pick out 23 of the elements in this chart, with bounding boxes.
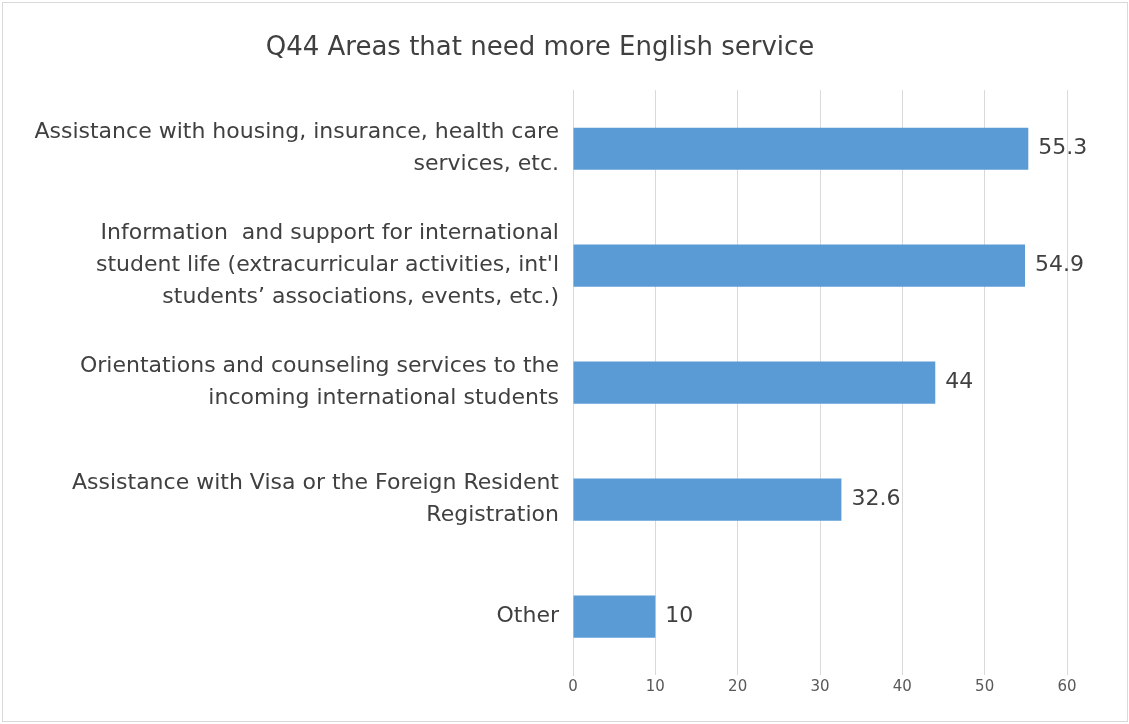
x-tick-label: 0 (568, 676, 578, 695)
bar (573, 244, 1026, 287)
data-label: 44 (945, 368, 974, 394)
x-tick-label: 10 (645, 676, 665, 695)
y-tick-label: Information and support for international student life (extracurricular activities, int'l students’ associations, events, etc.) (95, 219, 559, 309)
bar (573, 361, 936, 404)
y-tick-label: Other (496, 602, 560, 628)
x-tick-label: 20 (728, 676, 748, 695)
bar (573, 127, 1029, 170)
x-tick-label: 50 (975, 676, 995, 695)
data-label: 55.3 (1038, 134, 1088, 160)
data-label: 54.9 (1035, 251, 1084, 277)
x-tick-label: 60 (1057, 676, 1077, 695)
y-tick-label: Assistance with Visa or the Foreign Resident Registration (71, 469, 560, 527)
data-label: 32.6 (851, 485, 901, 511)
y-tick-label: Assistance with housing, insurance, health care services, etc. (34, 118, 559, 176)
data-label: 10 (665, 602, 694, 628)
bar (573, 478, 842, 521)
bar (573, 595, 656, 638)
y-tick-label: Orientations and counseling services to the incoming international students (79, 352, 559, 410)
x-tick-label: 40 (892, 676, 912, 695)
chart-title: Q44 Areas that need more English service (265, 31, 815, 62)
x-tick-label: 30 (810, 676, 830, 695)
